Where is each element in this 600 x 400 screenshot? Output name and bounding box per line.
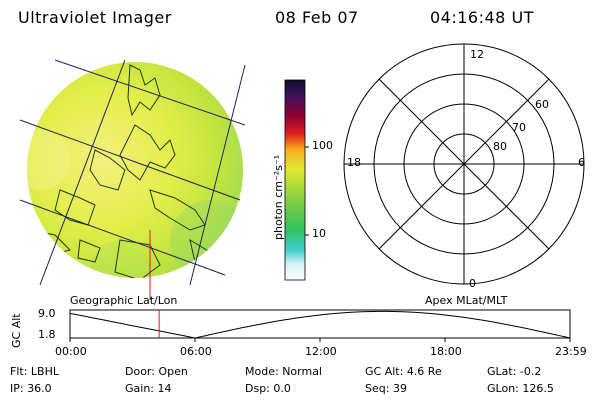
lat-lon-grid [19,59,246,286]
status-glat: GLat: -0.2 [487,365,542,378]
colorbar-unit-label: photon cm⁻²s⁻¹ [272,154,285,240]
mlat-label-60: 60 [535,98,549,111]
mlt-label-6: 6 [578,156,585,169]
altitude-ytick-low: 1.8 [38,328,56,341]
apex-caption: Apex MLat/MLT [425,294,508,307]
time-tick-1200: 12:00 [305,345,337,358]
mlat-label-70: 70 [512,121,526,134]
time-tick-0000: 00:00 [55,345,87,358]
time-tick-0600: 06:00 [180,345,212,358]
status-seq: Seq: 39 [365,382,407,395]
colorbar-tick-100: 100 [312,139,333,152]
mlat-label-80: 80 [493,140,507,153]
status-ip: IP: 36.0 [10,382,52,395]
colorbar-tick-10: 10 [312,227,326,240]
status-dsp: Dsp: 0.0 [245,382,291,395]
color-scale-bar [284,79,309,281]
time-label: 04:16:48 UT [430,8,534,27]
status-door: Door: Open [125,365,188,378]
status-glon: GLon: 126.5 [487,382,554,395]
uv-earth-image [19,59,246,300]
geographic-caption: Geographic Lat/Lon [70,294,178,307]
time-tick-1800: 18:00 [430,345,462,358]
earth-disk [27,62,243,278]
status-flt: Flt: LBHL [10,365,59,378]
time-tick-2359: 23:59 [555,345,587,358]
polar-mlat-mlt-plot [343,43,585,285]
status-mode: Mode: Normal [245,365,322,378]
altitude-ytick-high: 9.0 [38,307,56,320]
mlt-label-0: 0 [469,277,476,290]
status-gain: Gain: 14 [125,382,172,395]
mlt-label-12: 12 [470,48,484,61]
instrument-title: Ultraviolet Imager [18,8,172,27]
mlt-label-18: 18 [347,156,361,169]
date-label: 08 Feb 07 [275,8,359,27]
status-gc-alt: GC Alt: 4.6 Re [365,365,442,378]
altitude-ylabel: GC Alt [10,313,23,348]
altitude-curve [69,310,571,339]
altitude-plot [69,309,571,342]
